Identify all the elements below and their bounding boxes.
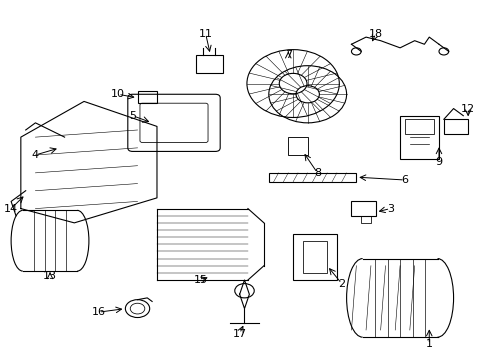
Text: 9: 9 (434, 157, 442, 167)
Bar (443, 119, 467, 134)
Text: 7: 7 (284, 50, 291, 60)
Bar (399, 116, 438, 158)
Bar (404, 119, 433, 134)
Text: 5: 5 (129, 111, 136, 121)
Text: 14: 14 (4, 203, 18, 213)
Text: 13: 13 (43, 271, 57, 282)
Bar (287, 137, 307, 155)
Bar (137, 91, 157, 103)
Text: 4: 4 (32, 150, 39, 160)
Bar (351, 202, 375, 216)
Text: 15: 15 (193, 275, 207, 285)
Bar (268, 173, 356, 182)
Text: 16: 16 (91, 307, 105, 317)
Text: 3: 3 (386, 203, 393, 213)
Bar (302, 241, 326, 273)
Bar (196, 55, 222, 73)
Text: 12: 12 (460, 104, 474, 113)
Text: 8: 8 (313, 168, 320, 178)
Text: 6: 6 (401, 175, 407, 185)
Text: 2: 2 (338, 279, 345, 289)
Text: 1: 1 (425, 339, 432, 349)
Bar (361, 216, 370, 223)
Text: 11: 11 (198, 28, 212, 39)
Text: 17: 17 (232, 329, 246, 339)
Bar (292, 234, 336, 280)
Text: 18: 18 (368, 28, 382, 39)
Text: 10: 10 (111, 89, 125, 99)
